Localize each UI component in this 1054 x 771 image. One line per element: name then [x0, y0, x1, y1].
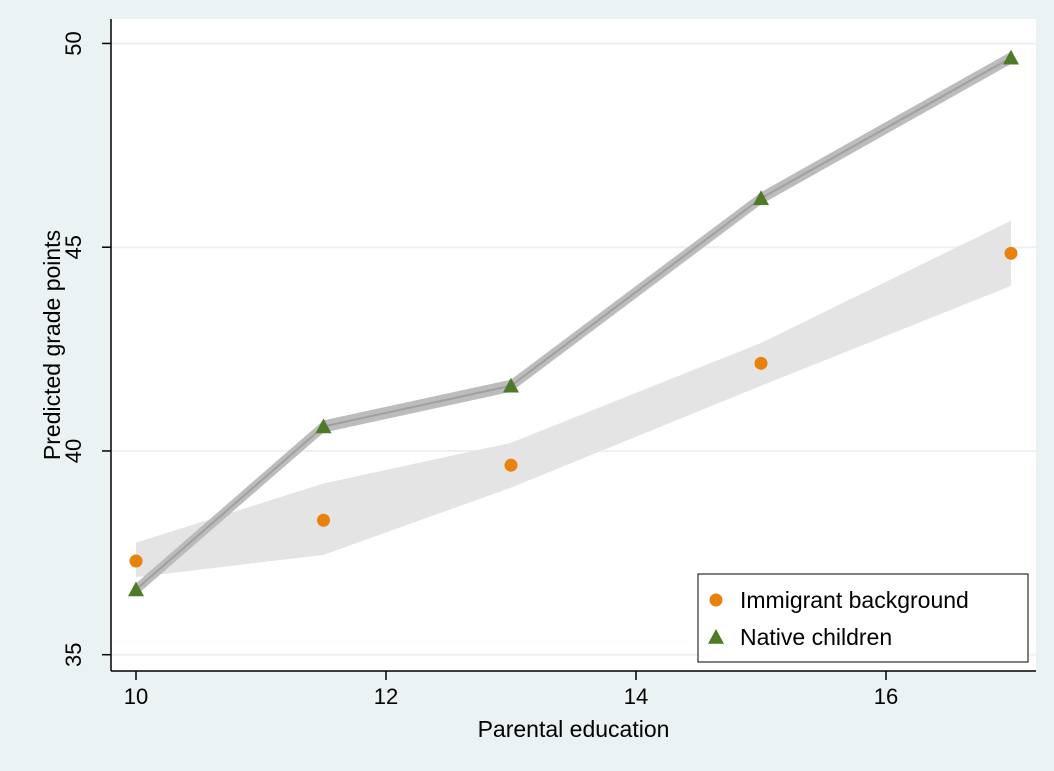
data-point-series0-0	[129, 554, 143, 568]
y-tick-label-40: 40	[61, 439, 86, 463]
data-point-series0-1	[317, 513, 330, 527]
x-tick-label-16: 16	[874, 684, 898, 709]
legend-marker-native-children	[708, 629, 724, 644]
data-point-series1-1	[315, 418, 332, 434]
y-tick-label-35: 35	[61, 642, 86, 666]
x-tick-label-12: 12	[374, 684, 398, 709]
y-tick-label-45: 45	[61, 235, 86, 259]
legend-label-native-children: Native children	[740, 624, 892, 650]
data-point-series1-4	[1003, 49, 1019, 65]
legend-marker-immigrant-background	[709, 593, 723, 607]
legend-box	[697, 573, 1029, 663]
x-axis-title: Parental education	[478, 716, 670, 742]
data-point-series0-3	[754, 356, 768, 370]
data-point-series1-3	[753, 190, 769, 206]
confidence-band-0	[136, 220, 1011, 578]
data-point-series0-2	[504, 458, 518, 472]
x-tick-label-14: 14	[624, 684, 648, 709]
data-points	[128, 49, 1019, 597]
x-tick-label-10: 10	[124, 684, 148, 709]
legend-label-immigrant-background: Immigrant background	[740, 587, 969, 613]
data-point-series1-2	[503, 377, 519, 393]
data-point-series1-0	[128, 581, 144, 597]
legend: Immigrant background Native children	[697, 573, 1029, 663]
y-tick-label-50: 50	[61, 31, 86, 55]
data-point-series0-4	[1004, 246, 1018, 260]
axes: 10 12 14 16 35 40 45 50	[61, 19, 1036, 709]
y-axis-title: Predicted grade points	[39, 230, 65, 460]
